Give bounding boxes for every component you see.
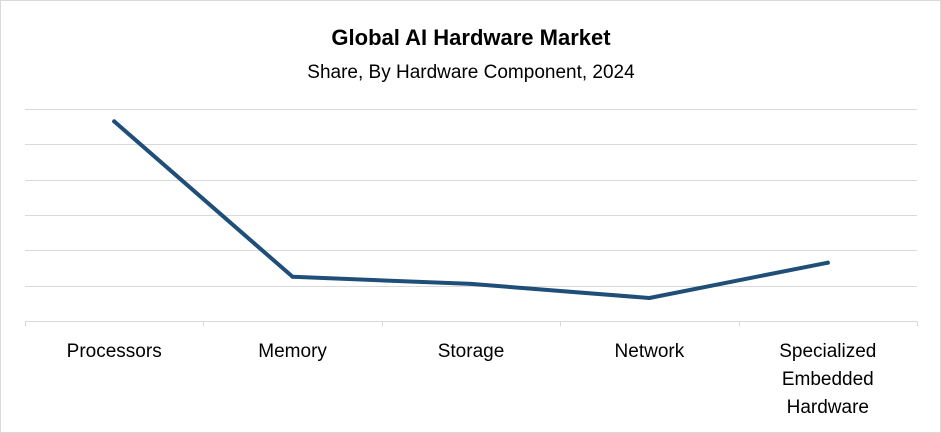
x-tick-label-line: Storage <box>438 341 505 362</box>
data-point <box>290 274 295 279</box>
chart-title: Global AI Hardware Market <box>331 25 611 50</box>
x-tick-label: Processors <box>67 341 162 362</box>
x-tick-label-line: Network <box>615 341 685 362</box>
x-tick-label: Network <box>615 341 685 362</box>
data-point <box>469 281 473 286</box>
series-layer <box>112 119 830 300</box>
x-tick-label-line: Hardware <box>787 397 869 418</box>
x-tick-label: Specialized Embedded Hardware <box>779 341 876 418</box>
series-line-0 <box>112 119 830 300</box>
data-point <box>647 296 652 300</box>
data-point <box>112 119 117 124</box>
data-point <box>825 260 830 265</box>
x-tick-label-line: Embedded <box>782 369 874 390</box>
x-tick-labels: Processors Memory Storage Network Specialize… <box>67 341 877 418</box>
x-tick-label-line: Processors <box>67 341 162 362</box>
gridlines <box>25 109 917 287</box>
x-axis <box>25 321 918 327</box>
x-tick-label: Memory <box>258 341 327 362</box>
x-tick-label: Storage <box>438 341 505 362</box>
x-tick-label-line: Specialized <box>779 341 876 362</box>
x-tick-label-line: Memory <box>258 341 327 362</box>
chart-subtitle: Share, By Hardware Component, 2024 <box>307 62 635 83</box>
